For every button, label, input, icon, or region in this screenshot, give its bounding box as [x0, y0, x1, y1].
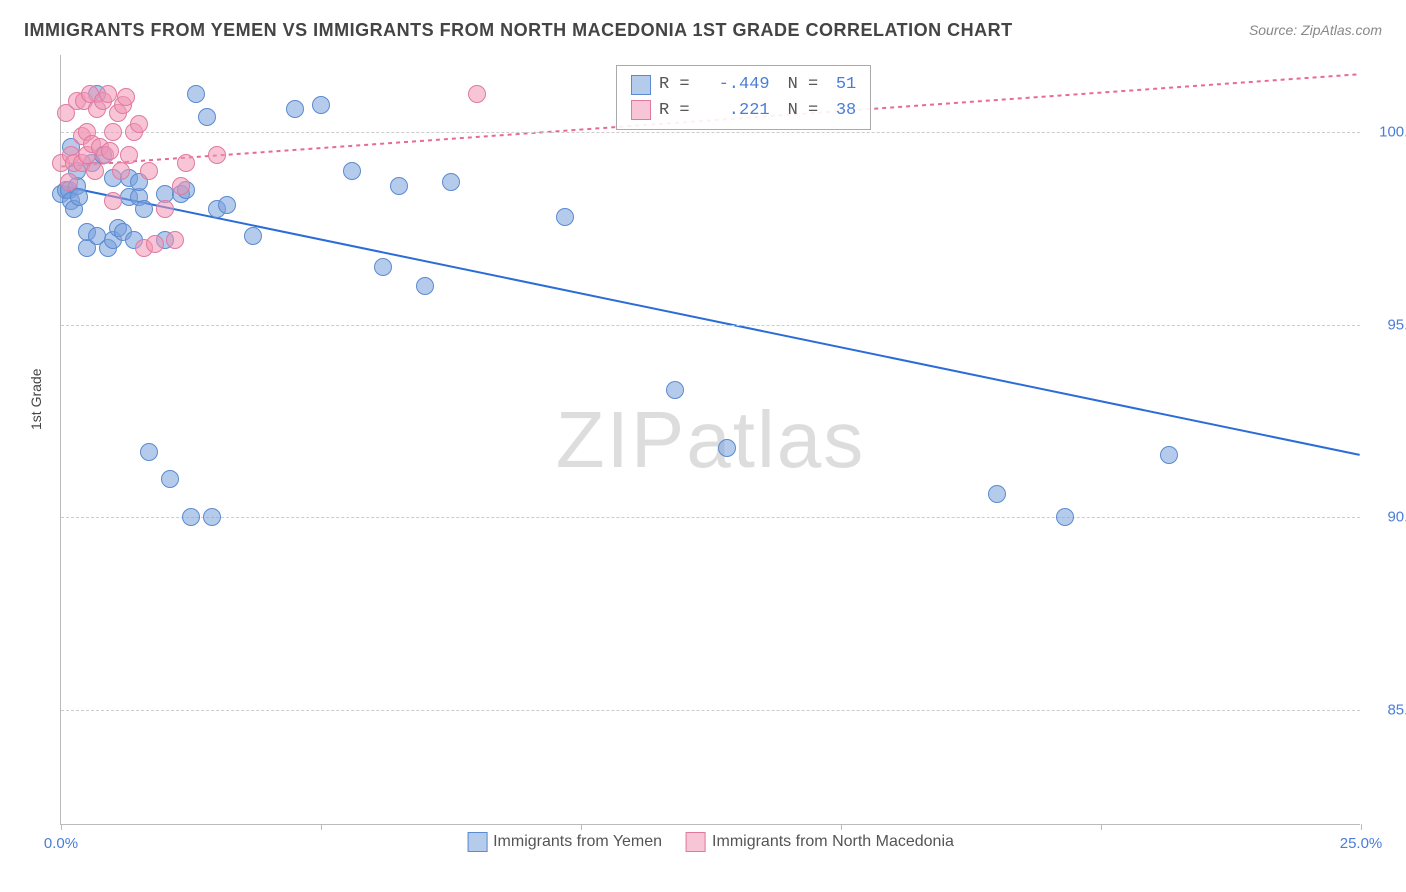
data-point — [120, 146, 138, 164]
chart-container: IMMIGRANTS FROM YEMEN VS IMMIGRANTS FROM… — [0, 0, 1406, 892]
data-point — [187, 85, 205, 103]
x-tick-label: 25.0% — [1340, 835, 1383, 852]
data-point — [86, 162, 104, 180]
legend-n-value: 51 — [826, 72, 856, 98]
data-point — [130, 115, 148, 133]
data-point — [286, 100, 304, 118]
data-point — [161, 470, 179, 488]
data-point — [718, 439, 736, 457]
data-point — [156, 200, 174, 218]
source-label: Source: ZipAtlas.com — [1249, 22, 1382, 38]
data-point — [198, 108, 216, 126]
legend-swatch — [631, 75, 651, 95]
data-point — [988, 485, 1006, 503]
data-point — [140, 162, 158, 180]
data-point — [343, 162, 361, 180]
legend-n-value: 38 — [826, 98, 856, 124]
legend-series-label: Immigrants from North Macedonia — [712, 833, 954, 851]
legend-swatch — [686, 832, 706, 852]
legend-series-label: Immigrants from Yemen — [493, 833, 662, 851]
x-tick-mark — [321, 824, 322, 830]
legend-r-value: .221 — [698, 98, 770, 124]
data-point — [390, 177, 408, 195]
y-axis-label: 1st Grade — [28, 369, 44, 430]
x-tick-mark — [1101, 824, 1102, 830]
data-point — [442, 173, 460, 191]
gridline — [61, 132, 1360, 133]
gridline — [61, 325, 1360, 326]
data-point — [146, 235, 164, 253]
data-point — [104, 192, 122, 210]
legend-r-label: R = — [659, 72, 690, 98]
x-tick-mark — [1361, 824, 1362, 830]
data-point — [312, 96, 330, 114]
data-point — [218, 196, 236, 214]
x-tick-label: 0.0% — [44, 835, 78, 852]
data-point — [1160, 446, 1178, 464]
data-point — [468, 85, 486, 103]
plot-area: ZIPatlas R =-.449N =51R =.221N =38 Immig… — [60, 55, 1360, 825]
data-point — [112, 162, 130, 180]
legend-swatch — [631, 100, 651, 120]
legend-row: R = -.449 N = 51 — [631, 72, 856, 98]
data-point — [182, 508, 200, 526]
data-point — [556, 208, 574, 226]
data-point — [244, 227, 262, 245]
data-point — [374, 258, 392, 276]
data-point — [166, 231, 184, 249]
data-point — [177, 154, 195, 172]
legend-row: R = .221 N = 38 — [631, 98, 856, 124]
y-tick-label: 90.0% — [1370, 509, 1406, 526]
series-legend: Immigrants from Yemen Immigrants from Nor… — [467, 832, 954, 852]
y-tick-label: 85.0% — [1370, 701, 1406, 718]
x-tick-mark — [841, 824, 842, 830]
legend-n-label: N = — [788, 72, 819, 98]
data-point — [416, 277, 434, 295]
correlation-legend: R = -.449 N = 51 R = .221 N = 38 — [616, 65, 871, 130]
data-point — [203, 508, 221, 526]
watermark-text: ZIPatlas — [556, 394, 865, 486]
legend-r-value: -.449 — [698, 72, 770, 98]
data-point — [60, 173, 78, 191]
legend-item: Immigrants from Yemen — [467, 832, 662, 852]
data-point — [140, 443, 158, 461]
data-point — [104, 123, 122, 141]
x-tick-mark — [61, 824, 62, 830]
legend-swatch — [467, 832, 487, 852]
legend-r-label: R = — [659, 98, 690, 124]
legend-n-label: N = — [788, 98, 819, 124]
data-point — [666, 381, 684, 399]
data-point — [70, 188, 88, 206]
data-point — [208, 146, 226, 164]
chart-title: IMMIGRANTS FROM YEMEN VS IMMIGRANTS FROM… — [24, 20, 1013, 41]
y-tick-label: 95.0% — [1370, 316, 1406, 333]
x-tick-mark — [581, 824, 582, 830]
data-point — [117, 88, 135, 106]
gridline — [61, 517, 1360, 518]
data-point — [101, 142, 119, 160]
data-point — [1056, 508, 1074, 526]
y-tick-label: 100.0% — [1370, 124, 1406, 141]
data-point — [172, 177, 190, 195]
data-point — [99, 85, 117, 103]
legend-item: Immigrants from North Macedonia — [686, 832, 954, 852]
gridline — [61, 710, 1360, 711]
data-point — [135, 200, 153, 218]
